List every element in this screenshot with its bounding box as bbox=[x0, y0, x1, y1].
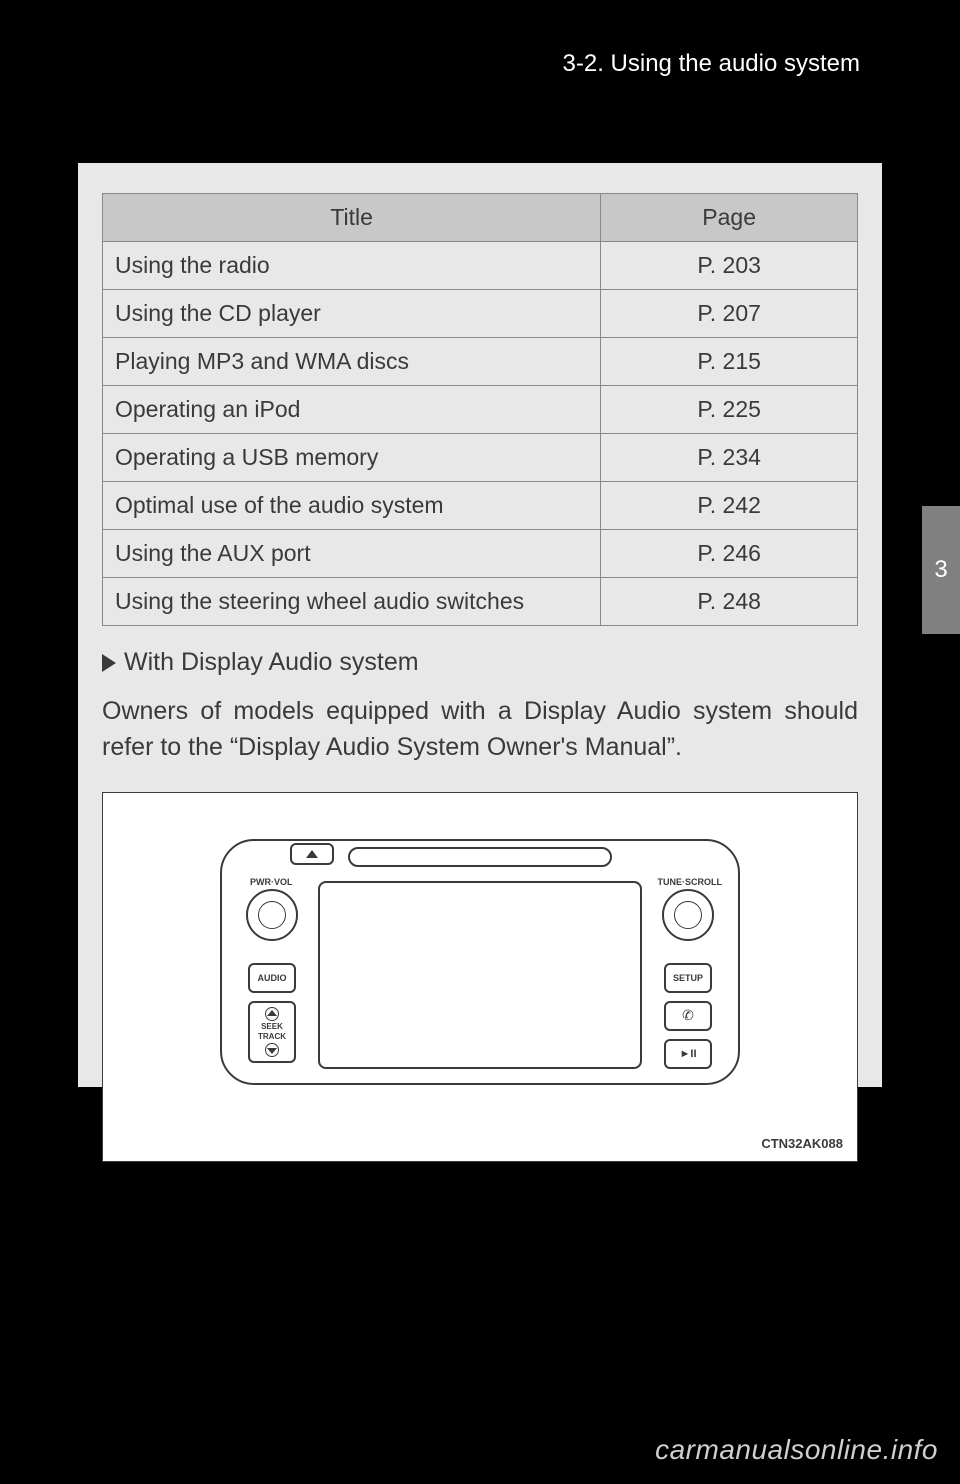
row-title: Using the steering wheel audio switches bbox=[103, 578, 601, 626]
tune-scroll-label: TUNE·SCROLL bbox=[658, 877, 723, 887]
seek-down-icon bbox=[265, 1043, 279, 1057]
table-row: Using the AUX port P. 246 bbox=[103, 530, 858, 578]
col-header-title: Title bbox=[103, 194, 601, 242]
head-unit-diagram: PWR·VOL TUNE·SCROLL AUDIO SEEK TRACK SET… bbox=[220, 839, 740, 1085]
table-row: Operating an iPod P. 225 bbox=[103, 386, 858, 434]
audio-button: AUDIO bbox=[248, 963, 296, 993]
contents-table: Title Page Using the radio P. 203 Using … bbox=[102, 193, 858, 626]
display-screen bbox=[318, 881, 642, 1069]
watermark: carmanualsonline.info bbox=[655, 1434, 938, 1466]
row-page: P. 246 bbox=[601, 530, 858, 578]
play-pause-button: ►II bbox=[664, 1039, 712, 1069]
section-header: 3-2. Using the audio system bbox=[563, 50, 860, 78]
table-row: Playing MP3 and WMA discs P. 215 bbox=[103, 338, 858, 386]
cd-slot bbox=[348, 847, 612, 867]
track-label: TRACK bbox=[258, 1033, 286, 1041]
table-row: Optimal use of the audio system P. 242 bbox=[103, 482, 858, 530]
row-page: P. 225 bbox=[601, 386, 858, 434]
seek-track-button: SEEK TRACK bbox=[248, 1001, 296, 1063]
seek-up-icon bbox=[265, 1007, 279, 1021]
row-page: P. 234 bbox=[601, 434, 858, 482]
content-panel: Title Page Using the radio P. 203 Using … bbox=[78, 163, 882, 1087]
col-header-page: Page bbox=[601, 194, 858, 242]
row-page: P. 207 bbox=[601, 290, 858, 338]
table-row: Using the radio P. 203 bbox=[103, 242, 858, 290]
chapter-tab: 3 bbox=[922, 506, 960, 634]
row-title: Using the AUX port bbox=[103, 530, 601, 578]
phone-button: ✆ bbox=[664, 1001, 712, 1031]
row-page: P. 203 bbox=[601, 242, 858, 290]
seek-label: SEEK bbox=[261, 1023, 283, 1031]
eject-icon bbox=[306, 850, 318, 858]
row-title: Playing MP3 and WMA discs bbox=[103, 338, 601, 386]
setup-button: SETUP bbox=[664, 963, 712, 993]
pwr-vol-label: PWR·VOL bbox=[250, 877, 293, 887]
figure-container: PWR·VOL TUNE·SCROLL AUDIO SEEK TRACK SET… bbox=[102, 792, 858, 1162]
row-page: P. 242 bbox=[601, 482, 858, 530]
triangle-bullet-icon bbox=[102, 654, 116, 672]
subheading-text: With Display Audio system bbox=[124, 648, 419, 677]
tune-scroll-knob bbox=[662, 889, 714, 941]
row-title: Operating an iPod bbox=[103, 386, 601, 434]
row-title: Operating a USB memory bbox=[103, 434, 601, 482]
pwr-vol-knob bbox=[246, 889, 298, 941]
table-row: Using the CD player P. 207 bbox=[103, 290, 858, 338]
figure-code: CTN32AK088 bbox=[761, 1136, 843, 1151]
row-title: Optimal use of the audio system bbox=[103, 482, 601, 530]
table-row: Operating a USB memory P. 234 bbox=[103, 434, 858, 482]
row-title: Using the CD player bbox=[103, 290, 601, 338]
row-page: P. 248 bbox=[601, 578, 858, 626]
body-paragraph: Owners of models equipped with a Display… bbox=[102, 693, 858, 766]
row-title: Using the radio bbox=[103, 242, 601, 290]
eject-button bbox=[290, 843, 334, 865]
table-row: Using the steering wheel audio switches … bbox=[103, 578, 858, 626]
subheading: With Display Audio system bbox=[102, 648, 858, 677]
row-page: P. 215 bbox=[601, 338, 858, 386]
